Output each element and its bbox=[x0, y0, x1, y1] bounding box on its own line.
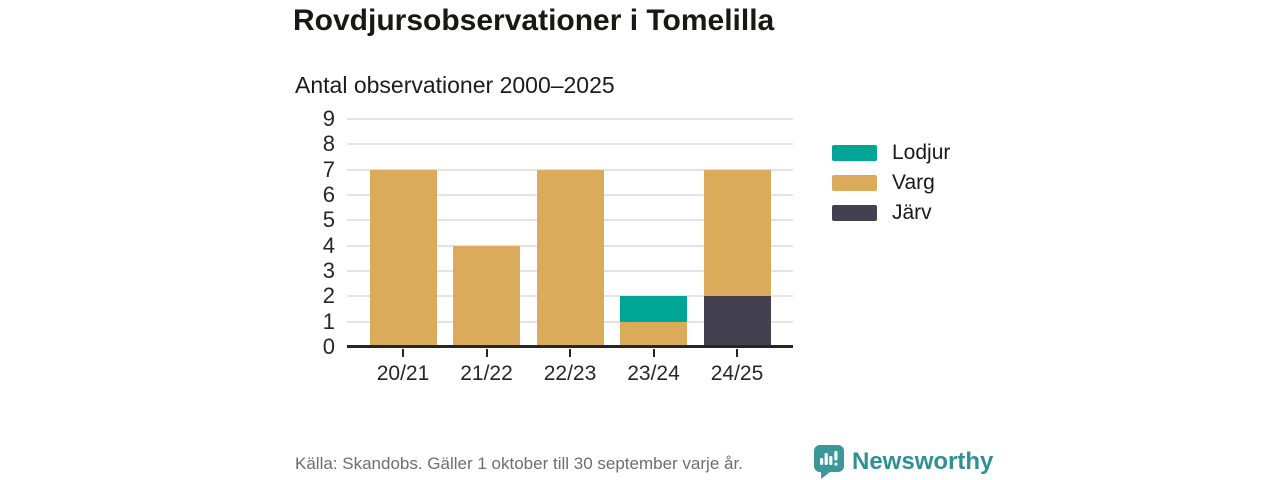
legend-label: Järv bbox=[892, 200, 932, 224]
y-tick-label: 6 bbox=[322, 182, 335, 207]
y-tick-label: 5 bbox=[322, 207, 335, 233]
newsworthy-bubble-chart-icon bbox=[813, 445, 844, 479]
legend-item-järv: Järv bbox=[832, 200, 950, 224]
bar-segment-varg-24/25 bbox=[703, 169, 771, 297]
x-tick-label: 24/25 bbox=[710, 362, 764, 385]
x-axis-tick bbox=[569, 349, 571, 357]
newsworthy-logo: Newsworthy bbox=[813, 444, 993, 479]
chart-title: Rovdjursobservationer i Tomelilla bbox=[293, 4, 775, 37]
legend-label: Varg bbox=[892, 170, 935, 194]
gridline-7 bbox=[347, 168, 793, 171]
bar-segment-järv-24/25 bbox=[703, 296, 771, 347]
x-axis-tick bbox=[652, 349, 655, 357]
plot-area: 20/21 21/22 22/23 23/24 24/25 bbox=[347, 118, 793, 385]
newsworthy-wordmark: Newsworthy bbox=[852, 447, 994, 475]
y-tick-label: 0 bbox=[322, 334, 335, 359]
y-tick-label: 3 bbox=[322, 258, 335, 283]
y-tick-label: 8 bbox=[322, 131, 335, 157]
legend-label: Lodjur bbox=[892, 140, 951, 164]
bar-segment-varg-21/22 bbox=[453, 245, 520, 347]
x-tick-label: 22/23 bbox=[543, 362, 597, 385]
x-axis-tick bbox=[402, 349, 404, 357]
gridline-9 bbox=[347, 118, 793, 120]
x-axis-tick bbox=[736, 349, 738, 357]
y-tick-label: 9 bbox=[322, 106, 335, 131]
source-note: Källa: Skandobs. Gäller 1 oktober till 3… bbox=[295, 454, 743, 473]
bar-segment-varg-22/23 bbox=[536, 169, 604, 347]
y-tick-label: 2 bbox=[322, 283, 335, 309]
x-tick-label: 23/24 bbox=[627, 362, 680, 385]
y-tick-label: 7 bbox=[322, 156, 335, 182]
legend-item-lodjur: Lodjur bbox=[832, 140, 951, 164]
chart-subtitle: Antal observationer 2000–2025 bbox=[295, 72, 615, 98]
bar-segment-varg-20/21 bbox=[369, 169, 437, 347]
bar-segment-varg-23/24 bbox=[620, 321, 687, 347]
x-tick-label: 21/22 bbox=[460, 362, 513, 385]
y-tick-label: 4 bbox=[322, 232, 335, 258]
x-axis-tick bbox=[485, 349, 488, 357]
gridline-8 bbox=[347, 143, 793, 146]
legend-swatch bbox=[832, 204, 877, 221]
legend-swatch bbox=[832, 144, 877, 161]
x-tick-label: 20/21 bbox=[376, 362, 430, 385]
y-tick-label: 1 bbox=[322, 308, 335, 334]
legend-swatch bbox=[832, 174, 877, 191]
bar-segment-lodjur-23/24 bbox=[620, 296, 687, 322]
x-axis-line bbox=[347, 345, 793, 348]
legend: Lodjur Varg Järv bbox=[832, 140, 951, 224]
legend-item-varg: Varg bbox=[832, 170, 950, 194]
